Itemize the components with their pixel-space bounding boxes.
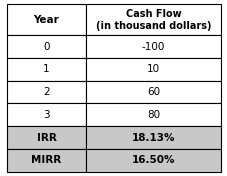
Bar — [7, 103, 86, 126]
Text: IRR: IRR — [36, 133, 56, 143]
Bar — [7, 126, 86, 149]
Bar — [86, 81, 220, 103]
Bar — [86, 4, 220, 35]
Bar — [7, 58, 86, 81]
Bar — [86, 149, 220, 172]
Text: -100: -100 — [141, 42, 165, 52]
Text: Cash Flow
(in thousand dollars): Cash Flow (in thousand dollars) — [96, 9, 210, 31]
Bar — [86, 58, 220, 81]
Bar — [7, 81, 86, 103]
Text: 1: 1 — [43, 64, 49, 74]
Text: 0: 0 — [43, 42, 49, 52]
Text: 60: 60 — [146, 87, 160, 97]
Bar — [86, 103, 220, 126]
Text: 10: 10 — [146, 64, 160, 74]
Bar — [86, 35, 220, 58]
Text: 80: 80 — [146, 110, 160, 120]
Text: 16.50%: 16.50% — [131, 155, 175, 165]
Text: 18.13%: 18.13% — [131, 133, 175, 143]
Text: MIRR: MIRR — [31, 155, 61, 165]
Text: Year: Year — [33, 15, 59, 25]
Bar — [7, 149, 86, 172]
Bar — [86, 126, 220, 149]
Bar — [7, 35, 86, 58]
Bar — [7, 4, 86, 35]
Text: 3: 3 — [43, 110, 49, 120]
Text: 2: 2 — [43, 87, 49, 97]
